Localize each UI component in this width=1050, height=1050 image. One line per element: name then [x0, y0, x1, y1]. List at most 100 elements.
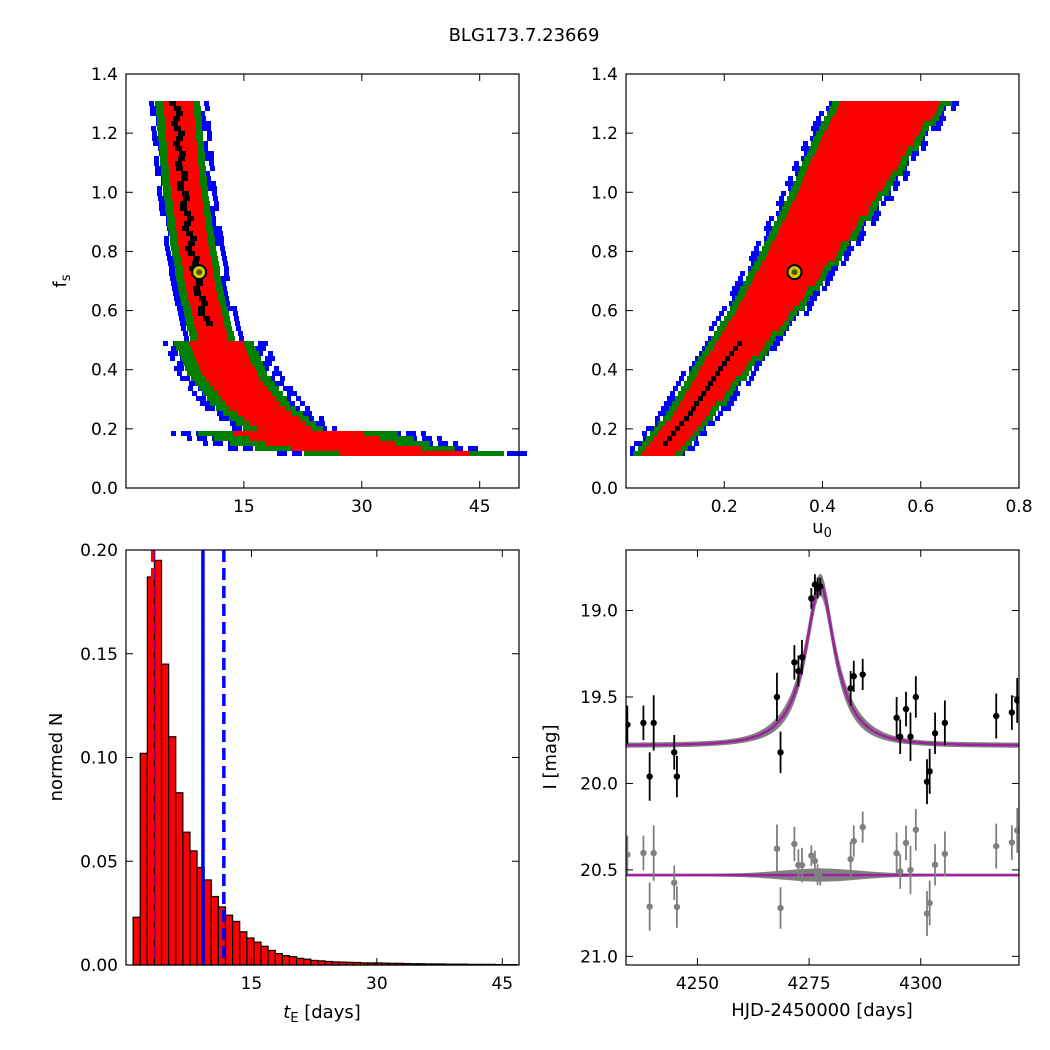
heatmap-cell-red	[906, 136, 911, 141]
heatmap-cell-blue	[158, 196, 163, 201]
heatmap-cell-red	[229, 341, 234, 346]
heatmap-cell-green	[774, 331, 779, 336]
heatmap-cell-red	[802, 221, 807, 226]
heatmap-cell-green	[173, 226, 178, 231]
heatmap-cell-red	[180, 116, 185, 121]
heatmap-cell-red	[330, 436, 335, 441]
heatmap-cell-red	[875, 151, 880, 156]
heatmap-cell-red	[897, 146, 902, 151]
heatmap-cell-red	[208, 316, 213, 321]
heatmap-cell-red	[831, 136, 836, 141]
heatmap-cell-black	[187, 216, 194, 221]
heatmap-cell-green	[291, 406, 296, 411]
heatmap-cell-green	[286, 406, 291, 411]
heatmap-cell-blue	[792, 166, 797, 171]
heatmap-cell-blue	[261, 346, 266, 351]
heatmap-cell-red	[834, 176, 839, 181]
heatmap-cell-green	[743, 281, 748, 286]
heatmap-cell-blue	[309, 416, 314, 421]
heatmap-cell-red	[793, 296, 798, 301]
heatmap-cell-red	[326, 441, 331, 446]
heatmap-cell-red	[820, 246, 825, 251]
heatmap-cell-red	[406, 446, 411, 451]
heatmap-cell-red	[239, 381, 244, 386]
heatmap-cell-red	[866, 136, 871, 141]
heatmap-cell-red	[785, 256, 790, 261]
heatmap-cell-red	[750, 326, 755, 331]
heatmap-cell-blue	[214, 241, 219, 246]
heatmap-cell-red	[859, 131, 864, 136]
heatmap-cell-green	[807, 161, 812, 166]
heatmap-cell-blue	[816, 126, 821, 131]
heatmap-cell-green	[745, 286, 750, 291]
heatmap-cell-blue	[911, 156, 916, 161]
heatmap-cell-green	[792, 311, 797, 316]
heatmap-cell-blue	[211, 181, 216, 186]
heatmap-cell-green	[747, 366, 752, 371]
heatmap-cell-green	[188, 306, 193, 311]
heatmap-cell-red	[861, 181, 866, 186]
heatmap-cell-green	[893, 171, 898, 176]
heatmap-cell-red	[762, 316, 767, 321]
heatmap-cell-red	[460, 451, 465, 456]
heatmap-cell-red	[195, 221, 200, 226]
heatmap-cell-blue	[788, 186, 793, 191]
heatmap-cell-blue	[871, 221, 876, 226]
heatmap-cell-red	[832, 146, 837, 151]
heatmap-cell-red	[780, 311, 785, 316]
heatmap-cell-red	[806, 271, 811, 276]
heatmap-cell-red	[840, 161, 845, 166]
heatmap-cell-red	[865, 101, 870, 106]
heatmap-cell-green	[852, 236, 857, 241]
heatmap-cell-red	[245, 401, 250, 406]
heatmap-cell-red	[778, 296, 783, 301]
heatmap-cell-red	[774, 276, 779, 281]
heatmap-cell-blue	[844, 256, 849, 261]
heatmap-cell-green	[213, 431, 218, 436]
heatmap-cell-red	[250, 401, 255, 406]
heatmap-cell-red	[202, 371, 207, 376]
heatmap-cell-black	[184, 211, 191, 216]
heatmap-cell-red	[880, 111, 885, 116]
heatmap-cell-red	[902, 106, 907, 111]
heatmap-cell-red	[760, 301, 765, 306]
heatmap-cell-green	[383, 431, 388, 436]
heatmap-cell-blue	[903, 176, 908, 181]
heatmap-cell-blue	[234, 316, 239, 321]
heatmap-cell-red	[870, 161, 875, 166]
heatmap-cell-red	[745, 301, 750, 306]
heatmap-cell-red	[807, 261, 812, 266]
heatmap-cell-blue	[155, 171, 160, 176]
heatmap-cell-blue	[232, 426, 237, 431]
heatmap-cell-red	[827, 211, 832, 216]
heatmap-cell-red	[808, 166, 813, 171]
heatmap-cell-red	[791, 291, 796, 296]
heatmap-cell-blue	[233, 311, 238, 316]
figure-title: BLG173.7.23669	[449, 25, 600, 46]
heatmap-cell-red	[326, 446, 331, 451]
heatmap-cell-red	[191, 346, 196, 351]
heatmap-cell-green	[821, 121, 826, 126]
heatmap-cell-red	[845, 236, 850, 241]
heatmap-cell-red	[852, 191, 857, 196]
heatmap-cell-red	[787, 221, 792, 226]
heatmap-cell-red	[817, 241, 822, 246]
heatmap-cell-red	[290, 436, 295, 441]
heatmap-cell-red	[366, 441, 371, 446]
heatmap-cell-green	[193, 361, 198, 366]
heatmap-cell-blue	[181, 326, 186, 331]
heatmap-cell-red	[235, 366, 240, 371]
heatmap-cell-blue	[295, 406, 300, 411]
heatmap-cell-red	[171, 186, 176, 191]
heatmap-cell-red	[910, 111, 915, 116]
heatmap-cell-green	[165, 156, 170, 161]
heatmap-cell-red	[886, 136, 891, 141]
heatmap-cell-red	[170, 176, 175, 181]
heatmap-cell-red	[874, 121, 879, 126]
heatmap-cell-red	[806, 181, 811, 186]
heatmap-cell-red	[777, 261, 782, 266]
heatmap-cell-red	[722, 371, 727, 376]
heatmap-cell-red	[842, 201, 847, 206]
heatmap-cell-red	[195, 176, 200, 181]
heatmap-cell-red	[763, 296, 768, 301]
